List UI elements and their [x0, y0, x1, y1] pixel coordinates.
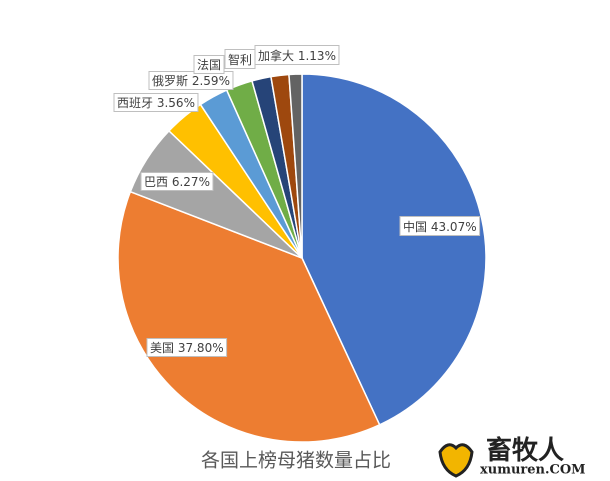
label-box [148, 71, 234, 90]
data-label: 俄罗斯 2.59% [152, 74, 230, 88]
label-category: 法国 [197, 58, 221, 72]
data-label: 美国 37.80% [150, 341, 224, 355]
label-value: 3.56% [157, 96, 195, 110]
label-category: 巴西 [144, 175, 168, 189]
label-box [146, 338, 228, 357]
label-box [113, 93, 199, 112]
watermark-site: xumuren.COM [480, 463, 586, 478]
chart-title: 各国上榜母猪数量占比 [201, 450, 391, 472]
data-label: 加拿大 1.13% [258, 48, 336, 63]
label-box [399, 216, 481, 236]
pie-slice [301, 73, 487, 426]
pie-slice [117, 190, 381, 443]
label-box [193, 55, 225, 74]
label-category: 俄罗斯 [152, 74, 188, 88]
data-labels: 中国 43.07% 美国 37.80% 巴西 6.27% 西班牙 3.56% 俄罗斯 2… [113, 45, 481, 357]
data-label: 巴西 6.27% [144, 175, 210, 189]
data-label: 中国 43.07% [403, 219, 477, 234]
label-category: 加拿大 [258, 48, 294, 63]
label-value: 2.59% [192, 74, 230, 88]
pie-slice [288, 73, 303, 259]
watermark-name: 畜牧人 [486, 435, 564, 466]
label-box [140, 172, 214, 191]
label-value: 37.80% [178, 341, 224, 355]
data-label: 法国 [197, 58, 221, 72]
label-value: 1.13% [298, 49, 336, 63]
watermark-logo [438, 443, 474, 478]
label-value: 6.27% [172, 175, 210, 189]
data-label: 西班牙 3.56% [117, 96, 195, 110]
label-box [254, 45, 340, 65]
label-category: 智利 [228, 52, 252, 67]
label-category: 美国 [150, 341, 174, 355]
data-label: 智利 [228, 52, 252, 67]
label-category: 西班牙 [117, 96, 153, 110]
pie [117, 73, 487, 443]
label-category: 中国 [403, 219, 427, 234]
label-value: 43.07% [431, 220, 477, 234]
